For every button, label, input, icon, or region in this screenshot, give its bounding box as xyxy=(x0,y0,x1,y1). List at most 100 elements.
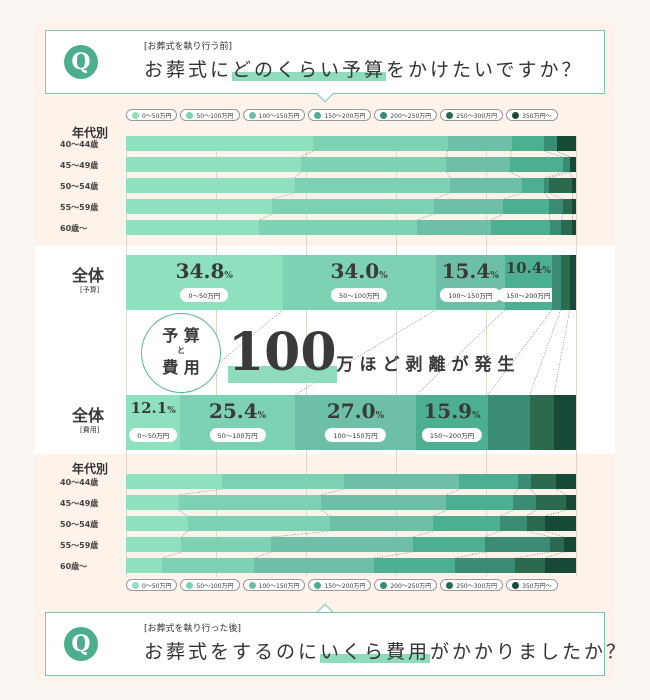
bubble-text: 予 算 xyxy=(162,326,200,345)
gridline xyxy=(576,135,577,577)
bar-segment xyxy=(330,516,433,531)
bar-segment xyxy=(548,178,573,193)
age-label: 45～49歳 xyxy=(60,161,99,170)
percent-unit: % xyxy=(224,271,233,281)
percent-value: 25.4 xyxy=(208,399,258,423)
bar-segment: 25.4% 50～100万円 xyxy=(180,395,295,450)
bubble-text: と xyxy=(177,345,185,355)
bar-segment xyxy=(561,220,573,235)
age-bar xyxy=(126,178,576,193)
percent-value: 15.9 xyxy=(423,399,473,423)
bar-segment xyxy=(544,178,549,193)
range-pill: 0～50万円 xyxy=(180,288,229,302)
legend-item: 350万円～ xyxy=(506,579,558,591)
bar-segment xyxy=(447,136,513,151)
legend-label: 250～300万円 xyxy=(456,112,498,120)
bar-segment xyxy=(572,220,576,235)
budget-vs-cost-bubble: 予 算 と 費 用 xyxy=(141,313,221,393)
bar-segment: 15.4% 100～150万円 xyxy=(435,255,505,310)
percent-unit: % xyxy=(542,266,551,276)
bar-segment xyxy=(126,495,179,510)
legend-label: 250～300万円 xyxy=(456,582,498,590)
bar-segment xyxy=(550,537,564,552)
q-icon: Q xyxy=(64,45,98,79)
bar-segment xyxy=(517,474,531,489)
age-label: 50～54歳 xyxy=(60,520,99,529)
bar-segment xyxy=(294,178,451,193)
legend-swatch xyxy=(446,581,454,589)
bar-segment xyxy=(543,136,558,151)
bar-segment xyxy=(178,495,321,510)
bar-segment xyxy=(526,516,545,531)
legend-item: 150～200万円 xyxy=(308,109,372,121)
bar-segment xyxy=(222,474,344,489)
bar-segment xyxy=(126,157,302,172)
percent-unit: % xyxy=(375,411,385,421)
bar-segment: 10.4% 150～200万円 xyxy=(498,255,559,310)
bar-segment xyxy=(530,474,557,489)
bar-segment xyxy=(562,157,570,172)
title-text: お葬式に xyxy=(144,59,233,81)
title-highlight: いくら費用 xyxy=(320,641,431,663)
title-text: をかけたいですか？ xyxy=(386,59,584,81)
legend-swatch xyxy=(314,111,322,119)
legend-swatch xyxy=(512,581,520,589)
headline-number: 100 xyxy=(228,322,337,383)
bar-segment xyxy=(551,255,561,310)
range-pill: 50～100万円 xyxy=(331,288,388,302)
legend-swatch xyxy=(248,111,256,119)
bar-segment xyxy=(432,516,500,531)
title-text: お葬式をするのに xyxy=(144,641,321,663)
bar-segment xyxy=(459,474,518,489)
legend-label: 50～100万円 xyxy=(196,582,234,590)
bar-segment xyxy=(301,157,447,172)
overall-budget-bar: 34.8% 0～50万円 34.0% 50～100万円 15.4% 100～150万円 10… xyxy=(126,255,576,310)
legend-label: 200～250万円 xyxy=(390,112,432,120)
percent-value: 34.0 xyxy=(330,259,380,283)
legend-swatch xyxy=(132,581,139,589)
percent-value: 27.0 xyxy=(326,399,376,423)
percent-label: 34.8% xyxy=(176,259,233,283)
age-bar xyxy=(126,220,576,235)
legend-label: 100～150万円 xyxy=(258,582,300,590)
range-pill: 150～200万円 xyxy=(421,428,483,442)
bar-segment xyxy=(343,474,460,489)
bar-segment xyxy=(560,255,570,310)
percent-value: 15.4 xyxy=(441,259,491,283)
overall-sub-budget: [予算] xyxy=(80,286,100,294)
q-icon: Q xyxy=(64,627,98,661)
bar-segment xyxy=(126,178,295,193)
legend-swatch xyxy=(132,111,139,119)
legend-swatch xyxy=(314,581,322,589)
percent-value: 12.1 xyxy=(130,399,168,417)
legend-item: 250～300万円 xyxy=(440,579,504,591)
legend-label: 350万円～ xyxy=(522,112,552,120)
title-text: がかかりましたか？ xyxy=(430,641,629,663)
bar-segment xyxy=(487,395,530,450)
bar-segment xyxy=(162,558,255,573)
legend-item: 200～250万円 xyxy=(374,109,438,121)
bar-segment xyxy=(312,136,448,151)
percent-label: 10.4% xyxy=(506,259,551,277)
bar-segment xyxy=(126,558,163,573)
legend-bottom: 0～50万円 50～100万円 100～150万円 150～200万円 200～250万… xyxy=(126,579,558,591)
legend-item: 200～250万円 xyxy=(374,579,438,591)
age-bar xyxy=(126,474,576,489)
overall-title: 全体 xyxy=(72,406,105,425)
legend-item: 150～200万円 xyxy=(308,579,372,591)
bar-segment: 34.8% 0～50万円 xyxy=(126,255,283,310)
legend-item: 350万円～ xyxy=(506,109,558,121)
bar-segment xyxy=(549,199,563,214)
bar-segment xyxy=(515,558,545,573)
bar-segment xyxy=(563,537,576,552)
age-label: 50～54歳 xyxy=(60,182,99,191)
percent-label: 34.0% xyxy=(330,259,387,283)
age-heading: 年代別 xyxy=(72,462,109,476)
legend-swatch xyxy=(186,111,194,119)
bar-segment xyxy=(556,474,576,489)
legend-label: 0～50万円 xyxy=(142,582,172,590)
bar-segment xyxy=(566,495,576,510)
legend-swatch xyxy=(248,581,256,589)
legend-label: 100～150万円 xyxy=(258,112,300,120)
percent-label: 15.9% xyxy=(423,399,480,423)
